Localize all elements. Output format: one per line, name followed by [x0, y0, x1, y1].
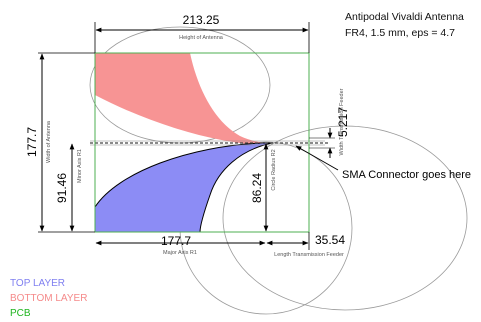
major-axis-value: 177.7 [161, 234, 191, 248]
feeder-width-value: 5.217 [336, 107, 350, 137]
legend-pcb: PCB [10, 308, 31, 319]
height-label: Height of Antenna [179, 35, 224, 41]
diagram-title: Antipodal Vivaldi Antenna [345, 11, 464, 23]
minor-axis-label: Minor Axis R1 [77, 149, 83, 183]
construction-ellipse-bottom [222, 125, 468, 311]
minor-axis-value: 91.46 [55, 173, 69, 203]
top-layer-shape [94, 142, 273, 233]
feeder-length-value: 35.54 [315, 233, 345, 247]
circle-radius-label: Circle Radius R2 [271, 149, 277, 190]
height-value: 213.25 [183, 13, 220, 27]
legend-bottom-layer: BOTTOM LAYER [10, 293, 87, 304]
feeder-length-label: Length Transmission Feeder [274, 252, 344, 258]
diagram-subtitle: FR4, 1.5 mm, eps = 4.7 [345, 27, 455, 39]
legend-top-layer: TOP LAYER [10, 278, 65, 289]
width-label: Width of Antenna [46, 120, 52, 163]
pcb-outline [94, 52, 310, 233]
circle-radius-value: 86.24 [250, 173, 264, 203]
sma-callout-leader [295, 145, 339, 171]
sma-callout-label: SMA Connector goes here [342, 169, 471, 181]
bottom-layer-shape [95, 53, 272, 145]
feeder-width-label: Width Transmission Feeder [339, 88, 345, 155]
width-value: 177.7 [25, 127, 39, 157]
major-axis-label: Major Axis R1 [163, 250, 197, 256]
